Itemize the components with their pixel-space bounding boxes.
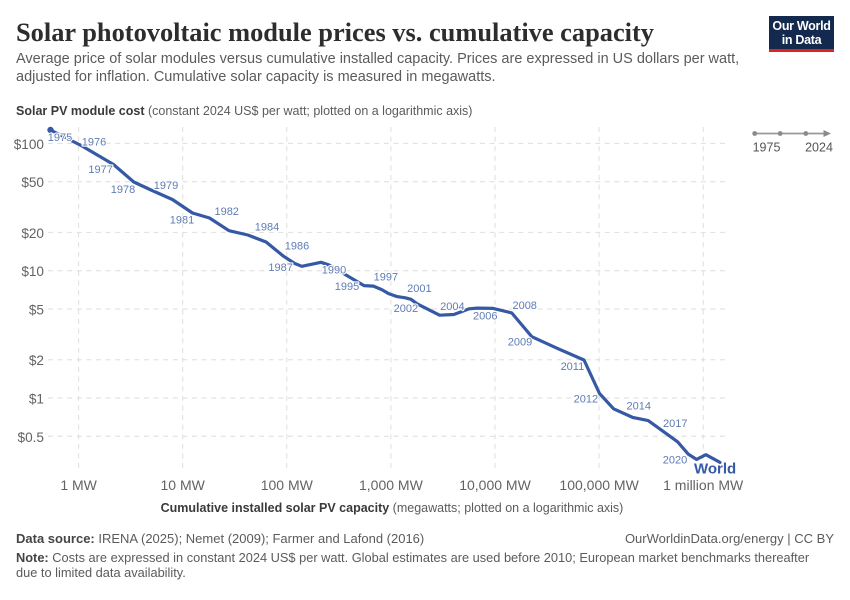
svg-text:100,000 MW: 100,000 MW [559,477,639,493]
svg-text:1976: 1976 [82,137,106,149]
svg-text:1997: 1997 [374,271,398,283]
svg-text:1982: 1982 [214,206,238,218]
svg-text:2001: 2001 [407,283,431,295]
svg-text:2011: 2011 [561,361,585,373]
svg-text:1986: 1986 [285,241,309,253]
svg-text:2014: 2014 [627,401,651,413]
svg-text:1979: 1979 [154,180,178,192]
svg-text:2024: 2024 [805,141,833,155]
svg-text:$50: $50 [21,175,44,190]
svg-text:1 million MW: 1 million MW [663,477,744,493]
svg-text:2006: 2006 [473,311,497,323]
svg-text:2017: 2017 [663,418,687,430]
svg-text:2012: 2012 [574,394,598,406]
svg-text:$0.5: $0.5 [18,430,44,445]
svg-text:1,000 MW: 1,000 MW [359,477,424,493]
svg-text:1975: 1975 [48,132,72,144]
svg-text:1984: 1984 [255,222,279,234]
svg-text:$100: $100 [14,137,45,152]
svg-text:1995: 1995 [335,281,359,293]
svg-text:2002: 2002 [394,303,418,315]
svg-text:2004: 2004 [440,301,464,313]
svg-text:$1: $1 [29,392,44,407]
svg-text:World: World [694,461,736,478]
svg-text:$2: $2 [29,353,44,368]
svg-text:$10: $10 [21,264,44,279]
svg-text:1975: 1975 [753,141,781,155]
svg-text:1981: 1981 [170,215,194,227]
svg-text:1 MW: 1 MW [60,477,97,493]
svg-text:1987: 1987 [268,262,292,274]
svg-text:2020: 2020 [663,455,687,467]
svg-text:2009: 2009 [508,337,532,349]
svg-text:$5: $5 [29,303,44,318]
svg-text:100 MW: 100 MW [261,477,314,493]
svg-text:10 MW: 10 MW [161,477,206,493]
svg-text:1990: 1990 [322,264,346,276]
svg-text:$20: $20 [21,226,44,241]
svg-text:2008: 2008 [512,300,536,312]
svg-text:1978: 1978 [111,184,135,196]
svg-text:1977: 1977 [88,164,112,176]
svg-text:10,000 MW: 10,000 MW [459,477,531,493]
